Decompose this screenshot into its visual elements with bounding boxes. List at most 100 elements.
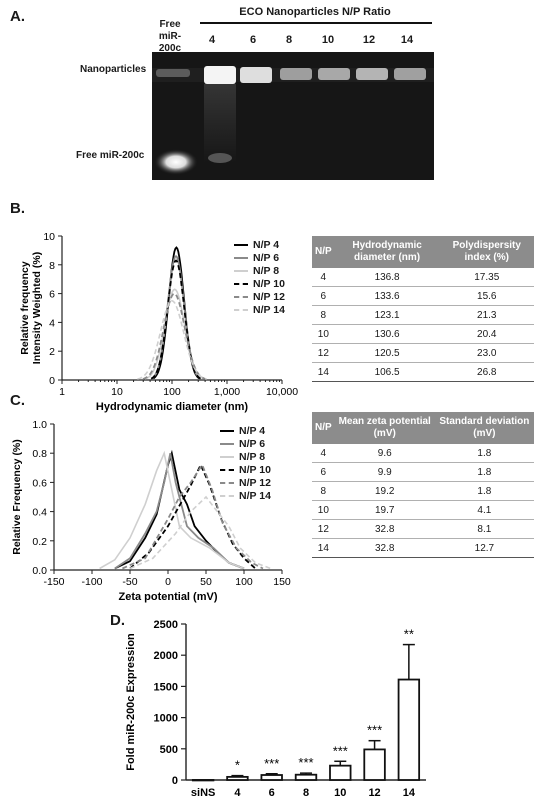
- lane-label-4: 4: [208, 34, 216, 46]
- legend-label: N/P 12: [239, 476, 271, 489]
- table-row: 4 136.8 17.35: [312, 268, 534, 287]
- x-tick-label-c: -150: [43, 576, 64, 588]
- y-tick-label-d: 1500: [154, 681, 178, 693]
- y-tick-label-d: 0: [172, 775, 178, 787]
- table-cell: 136.8: [334, 268, 440, 287]
- legend-item: N/P 8: [234, 264, 285, 277]
- bar-12: [363, 748, 386, 781]
- table-cell: 20.4: [439, 324, 534, 344]
- legend-swatch: [220, 481, 234, 484]
- x-axis-label-b: Hydrodynamic diameter (nm): [96, 401, 249, 413]
- series-line-b-6: [137, 299, 207, 380]
- legend-item: N/P 10: [220, 463, 271, 476]
- legend-item: N/P 12: [220, 476, 271, 489]
- table-cell: 23.0: [439, 343, 534, 363]
- legend-item: N/P 6: [220, 437, 271, 450]
- free-lane-label-line1: Free: [159, 19, 181, 30]
- table-header-cell: Hydrodynamic diameter (nm): [334, 236, 440, 268]
- x-tick-label-b: 10,000: [266, 386, 298, 398]
- table-cell: 9.6: [334, 444, 435, 463]
- significance-8: ***: [298, 755, 313, 770]
- significance-10: ***: [333, 743, 348, 758]
- legend-swatch: [220, 455, 234, 458]
- table-header-row: N/P Mean zeta potential (mV) Standard devi…: [312, 412, 534, 444]
- table-cell: 14: [312, 538, 335, 558]
- row-label-free-mir: Free miR-200c: [76, 150, 145, 161]
- table-row: 8 19.2 1.8: [312, 481, 534, 501]
- series-line-c-6: [129, 495, 271, 570]
- y-tick-label-b: 6: [49, 289, 55, 301]
- panel-c-letter: C.: [10, 392, 25, 409]
- table-cell: 106.5: [334, 362, 440, 382]
- table-row: 12 120.5 23.0: [312, 343, 534, 363]
- gel-band-14: [394, 68, 426, 80]
- table-cell: 9.9: [334, 462, 435, 482]
- table-header-cell: N/P: [312, 412, 335, 444]
- legend-label: N/P 6: [253, 251, 280, 264]
- bar-6: [260, 774, 283, 781]
- table-row: 6 9.9 1.8: [312, 462, 534, 482]
- gel-band-10: [318, 68, 350, 80]
- gel-band-6: [240, 67, 272, 83]
- table-b: N/P Hydrodynamic diameter (nm) Polydispers…: [312, 236, 534, 382]
- x-tick-label-d: 4: [234, 787, 241, 799]
- panel-b-letter: B.: [10, 200, 25, 217]
- table-cell: 123.1: [334, 305, 440, 325]
- table-row: 12 32.8 8.1: [312, 519, 534, 539]
- legend-item: N/P 6: [234, 251, 285, 264]
- table-cell: 32.8: [334, 519, 435, 539]
- table-cell: 15.6: [439, 286, 534, 306]
- legend-item: N/P 10: [234, 277, 285, 290]
- table-cell: 1.8: [434, 481, 534, 501]
- series-line-b-2: [150, 255, 202, 380]
- x-tick-label-b: 10: [111, 386, 123, 398]
- table-cell: 8: [312, 481, 335, 501]
- legend-item: N/P 14: [234, 303, 285, 316]
- legend-swatch: [220, 429, 234, 432]
- legend-swatch: [220, 442, 234, 445]
- y-axis-label-b: Relative frequencyIntensity Weighted (%): [19, 252, 43, 364]
- series-line-c-2: [114, 453, 245, 570]
- series-line-b-5: [142, 292, 206, 380]
- table-cell: 4: [312, 268, 335, 287]
- y-tick-label-b: 8: [49, 260, 55, 272]
- legend-item: N/P 4: [234, 238, 285, 251]
- table-cell: 19.7: [334, 500, 435, 520]
- table-cell: 6: [312, 286, 335, 306]
- x-tick-label-d: 14: [403, 787, 416, 799]
- table-cell: 10: [312, 500, 335, 520]
- legend-item: N/P 14: [220, 489, 271, 502]
- table-cell: 12: [312, 519, 335, 539]
- x-tick-label-b: 100: [163, 386, 181, 398]
- y-axis-label-d: Fold miR-200c Expression: [125, 633, 137, 771]
- y-tick-label-d: 2000: [154, 650, 178, 662]
- x-tick-label-d: 8: [303, 787, 309, 799]
- legend-swatch: [220, 468, 234, 471]
- y-tick-label-c: 1.0: [32, 419, 47, 431]
- table-cell: 26.8: [439, 362, 534, 382]
- free-lane-label-line2: miR-200c: [158, 31, 182, 54]
- legend-swatch: [220, 494, 234, 497]
- significance-14: **: [404, 627, 414, 642]
- legend-label: N/P 8: [239, 450, 266, 463]
- table-cell: 12.7: [434, 538, 534, 558]
- table-cell: 8.1: [434, 519, 534, 539]
- legend-swatch: [234, 269, 248, 272]
- gel-image: [152, 52, 434, 180]
- x-tick-label-c: -50: [122, 576, 137, 588]
- gel-title: ECO Nanoparticles N/P Ratio: [239, 6, 391, 18]
- y-tick-label-b: 4: [49, 317, 55, 329]
- significance-4: *: [235, 758, 240, 773]
- gel-band-4: [204, 66, 236, 84]
- x-tick-label-c: 100: [235, 576, 253, 588]
- x-tick-label-b: 1: [59, 386, 65, 398]
- gel-title-underline: [200, 22, 432, 24]
- x-tick-label-d: 6: [269, 787, 275, 799]
- table-header-cell: Standard deviation (mV): [434, 412, 534, 444]
- legend-label: N/P 8: [253, 264, 280, 277]
- legend-swatch: [234, 256, 248, 259]
- gel-band-12: [356, 68, 388, 80]
- y-tick-label-c: 0.4: [32, 507, 47, 519]
- legend-item: N/P 12: [234, 290, 285, 303]
- legend-label: N/P 4: [239, 424, 266, 437]
